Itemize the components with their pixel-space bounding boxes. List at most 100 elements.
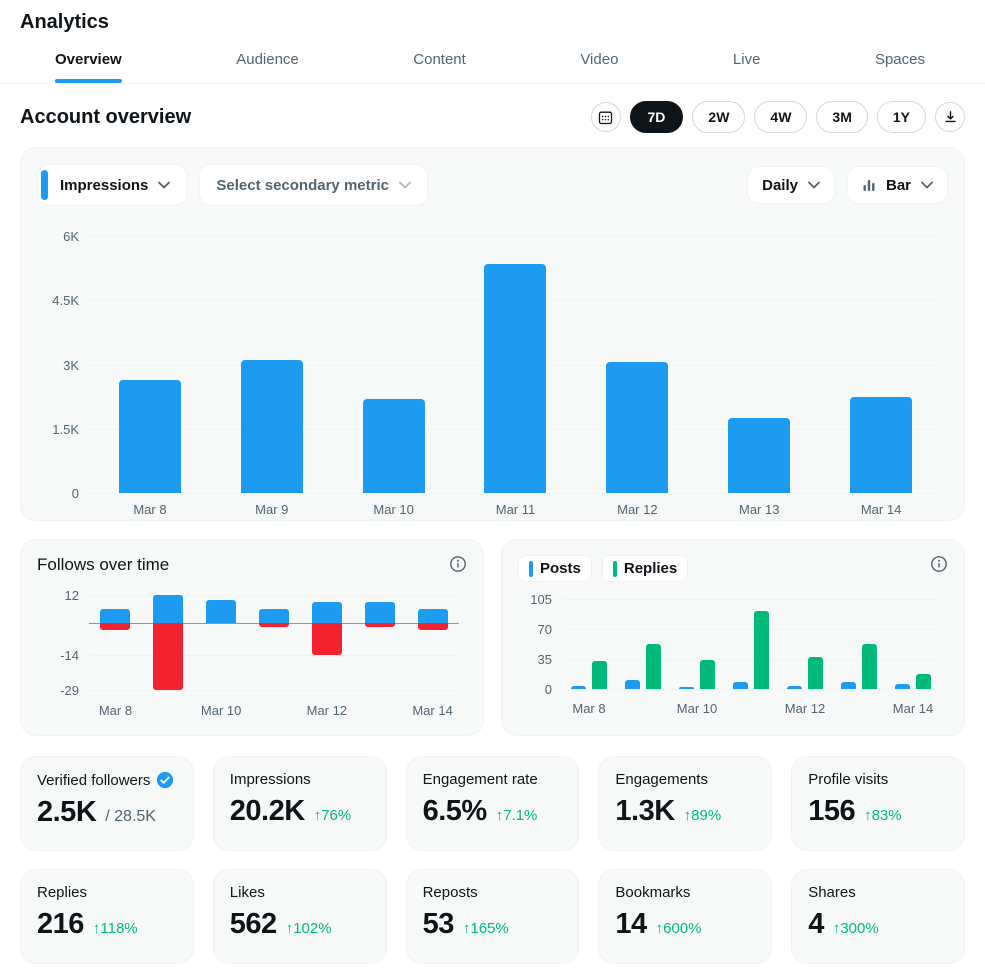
replies-bar-mar-9 <box>646 644 661 689</box>
stat-card-engagements: Engagements 1.3K ↑89% <box>598 756 773 851</box>
gridline: -29 <box>60 683 459 698</box>
group-mar-11 <box>724 599 778 689</box>
gained-bar-mar-9 <box>153 595 184 623</box>
stat-label: Reposts <box>422 884 478 901</box>
account-overview-header: Account overview 7D 2W 4W 3M 1Y <box>0 84 985 147</box>
secondary-charts-row: Follows over time 12 -14 -29 Mar 8 Mar 10 Ma… <box>20 539 965 736</box>
secondary-metric-label: Select secondary metric <box>216 176 389 194</box>
x-tick-label: Mar 12 <box>306 703 348 718</box>
chart-type-dropdown[interactable]: Bar <box>846 166 948 204</box>
lost-bar-mar-8 <box>100 622 131 630</box>
tab-content[interactable]: Content <box>413 51 466 83</box>
date-range-controls: 7D 2W 4W 3M 1Y <box>590 101 965 133</box>
y-tick-label: 105 <box>530 592 552 607</box>
posts-bar-mar-12 <box>787 685 802 689</box>
gridline: -14 <box>60 648 459 663</box>
granularity-label: Daily <box>762 176 798 194</box>
tab-label: Content <box>413 51 466 68</box>
download-button[interactable] <box>935 102 965 132</box>
gained-bar-mar-12 <box>311 601 342 623</box>
legend-replies[interactable]: Replies <box>601 555 689 582</box>
posts-bar-mar-9 <box>625 680 640 689</box>
stat-change: ↑102% <box>285 920 332 937</box>
chart-type-label: Bar <box>885 176 911 194</box>
lost-bar-mar-9 <box>153 622 184 690</box>
legend-posts[interactable]: Posts <box>518 555 592 582</box>
bar-mar-14 <box>849 396 912 493</box>
x-tick-label: Mar 8 <box>98 703 133 718</box>
stat-value: 2.5K <box>37 796 97 828</box>
group-mar-12 <box>778 599 832 689</box>
section-title: Account overview <box>20 105 192 128</box>
bar-mar-13 <box>728 418 791 493</box>
stat-value: 6.5% <box>422 795 488 827</box>
range-4w[interactable]: 4W <box>754 101 808 133</box>
posts-replies-info-button[interactable] <box>930 555 948 573</box>
x-tick-label: Mar 8 <box>572 701 606 716</box>
x-tick-label <box>616 701 670 716</box>
tab-audience[interactable]: Audience <box>236 51 299 83</box>
replies-bar-mar-12 <box>808 657 823 689</box>
stat-change: ↑89% <box>683 807 722 824</box>
gridline: 6K <box>63 229 942 244</box>
x-tick-label: Mar 10 <box>373 502 414 517</box>
x-tick-label <box>248 703 301 718</box>
granularity-dropdown[interactable]: Daily <box>747 166 835 204</box>
stats-row-1: Verified followers 2.5K / 28.5K Impressi… <box>20 756 965 851</box>
secondary-metric-dropdown[interactable]: Select secondary metric <box>199 164 428 206</box>
posts-replies-legend: Posts Replies <box>518 555 689 582</box>
stat-card-impressions: Impressions 20.2K ↑76% <box>212 756 387 851</box>
x-tick-label: Mar 14 <box>860 502 902 517</box>
primary-metric-dropdown[interactable]: Impressions <box>37 164 188 206</box>
stat-value: 4 <box>808 908 824 940</box>
posts-replies-chart-card: Posts Replies 0 35 70 105 Mar 8 Mar 10 Mar 1 <box>501 539 965 736</box>
y-tick-label: 0 <box>544 682 552 697</box>
range-7d[interactable]: 7D <box>629 101 684 133</box>
legend-posts-label: Posts <box>540 560 581 577</box>
gridline: 105 <box>530 592 940 607</box>
y-tick-label: -14 <box>60 648 79 664</box>
stat-change: ↑600% <box>655 920 702 937</box>
stat-label: Engagements <box>615 771 708 788</box>
y-tick-label: 6K <box>63 229 79 244</box>
gained-bar-mar-10 <box>206 599 237 623</box>
gridline: 0 <box>545 682 940 697</box>
stat-card-replies: Replies 216 ↑118% <box>20 869 194 964</box>
tab-overview[interactable]: Overview <box>55 51 122 83</box>
follows-column-mar-9 <box>142 595 195 690</box>
stat-card-engagement-rate: Engagement rate 6.5% ↑7.1% <box>405 756 580 851</box>
tab-video[interactable]: Video <box>580 51 618 83</box>
range-3m[interactable]: 3M <box>816 101 868 133</box>
bar-chart-icon <box>862 178 876 192</box>
stat-card-verified-followers: Verified followers 2.5K / 28.5K <box>20 756 194 851</box>
stat-value: 1.3K <box>615 795 675 827</box>
stat-label: Impressions <box>229 771 311 788</box>
bar-mar-9 <box>240 360 303 493</box>
bar-mar-8 <box>118 379 181 493</box>
posts-replies-plot: 0 35 70 105 <box>530 592 940 697</box>
y-tick-label: 70 <box>537 622 552 637</box>
follows-info-button[interactable] <box>449 555 467 573</box>
y-tick-label: 4.5K <box>52 293 79 309</box>
chevron-down-icon <box>808 181 820 189</box>
bar-mar-11 <box>484 263 547 493</box>
posts-bar-mar-13 <box>841 682 856 689</box>
tab-spaces[interactable]: Spaces <box>875 51 925 83</box>
posts-bar-mar-8 <box>571 686 586 689</box>
range-1y[interactable]: 1Y <box>876 101 926 133</box>
stat-change: ↑118% <box>92 920 138 937</box>
stat-value: 53 <box>422 908 455 940</box>
gained-bar-mar-13 <box>364 601 395 623</box>
x-tick-label: Mar 12 <box>617 502 658 517</box>
group-mar-10 <box>670 599 724 689</box>
posts-replies-xlabels: Mar 8 Mar 10 Mar 12 Mar 14 <box>562 701 940 716</box>
calendar-button[interactable] <box>590 102 621 132</box>
range-2w[interactable]: 2W <box>692 101 746 133</box>
follows-column-mar-14 <box>406 595 459 690</box>
x-tick-label: Mar 14 <box>412 703 453 718</box>
x-tick-label: Mar 10 <box>676 701 718 716</box>
active-tab-indicator <box>55 79 122 83</box>
x-tick-label <box>142 703 195 718</box>
tab-live[interactable]: Live <box>733 51 761 83</box>
gained-bar-mar-8 <box>100 608 131 623</box>
